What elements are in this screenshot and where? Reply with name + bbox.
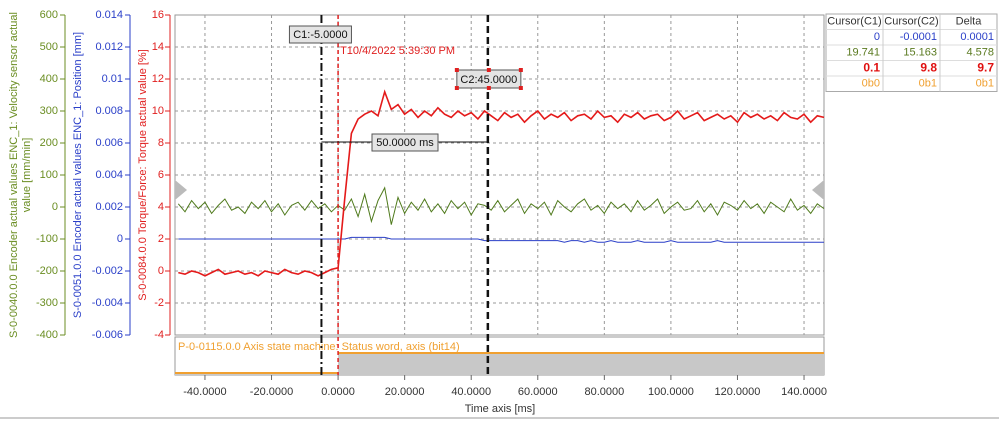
series-line [178,236,824,243]
digital-fill [338,353,824,375]
table-cell: 9.7 [977,60,994,74]
y-tick-label: -300 [36,297,58,309]
y-tick-label: -200 [36,265,58,277]
y-axis-label: S-0-0084.0.0 Torque/Force: Torque actual… [137,49,149,301]
y-tick-label: -2 [154,297,164,309]
cursor-handle [486,86,491,90]
y-tick-label: 0.006 [95,137,123,149]
cursor-label: C1:-5.0000 [293,29,347,41]
y-tick-label: 14 [152,41,164,53]
table-header: Delta [956,16,983,28]
y-tick-label: 0.01 [102,73,123,85]
x-tick-label: 120.0000 [715,386,761,398]
y-tick-label: 6 [158,169,164,181]
scroll-marker [175,180,187,200]
y-tick-label: 0 [158,265,164,277]
cursor-label: C2:45.0000 [460,74,517,86]
cursor-handle [518,68,523,72]
x-tick-label: 140.0000 [781,386,827,398]
table-frame [825,13,998,92]
table-header: Cursor(C2) [884,16,938,28]
y-tick-label: 12 [152,73,164,85]
trigger-label: T10/4/2022 5:39:30 PM [340,45,455,57]
y-tick-label: -0.004 [92,297,123,309]
y-tick-label: 16 [152,9,164,21]
x-axis-label: Time axis [ms] [465,403,536,415]
y-tick-label: 8 [158,137,164,149]
table-cell: 0.1 [863,60,880,74]
x-tick-label: 0.0000 [321,386,355,398]
series-line [177,186,825,225]
y-tick-label: 2 [158,233,164,245]
y-tick-label: 0.014 [95,9,123,21]
x-tick-label: -20.0000 [250,386,293,398]
table-cell: 15.163 [903,47,937,59]
y-tick-label: -400 [36,329,58,341]
y-tick-label: 300 [40,105,58,117]
y-tick-label: -0.006 [92,329,123,341]
table-cell: 0b1 [919,78,937,90]
table-cell: -0.0001 [900,31,937,43]
table-cell: 19.741 [846,47,880,59]
table-cell: 0b1 [976,78,994,90]
y-tick-label: 0.004 [95,169,123,181]
y-tick-label: -4 [154,329,164,341]
y-tick-label: 400 [40,73,58,85]
y-tick-label: 500 [40,41,58,53]
y-axis-label: value [mm/min] [21,138,33,213]
y-axis-label: S-0-0040.0.0 Encoder actual values ENC_1… [8,12,20,338]
delta-label: 50.0000 ms [376,137,434,149]
series-line [178,89,825,277]
y-tick-label: 0.008 [95,105,123,117]
y-tick-label: 100 [40,169,58,181]
table-cell: 4.578 [966,47,994,59]
digital-label: P-0-0115.0.0 Axis state machine: Status … [178,341,460,353]
table-cell: 0 [874,31,880,43]
y-tick-label: 0 [117,233,123,245]
y-tick-label: 0 [52,201,58,213]
table-cell: 9.8 [920,60,937,74]
delta-box [371,133,439,152]
y-tick-label: 600 [40,9,58,21]
x-tick-label: -40.0000 [183,386,226,398]
y-tick-label: 200 [40,137,58,149]
x-tick-label: 80.0000 [584,386,624,398]
cursor-handle [454,68,459,72]
table-cell: 0.0001 [960,31,994,43]
y-tick-label: -0.002 [92,265,123,277]
y-tick-label: -100 [36,233,58,245]
x-tick-label: 60.0000 [518,386,558,398]
y-axis-label: S-0-0051.0.0 Encoder actual values ENC_1… [72,32,84,318]
x-tick-label: 40.0000 [451,386,491,398]
cursor-label-box [288,25,352,44]
cursor-handle [518,86,523,90]
y-tick-label: 10 [152,105,164,117]
table-cell: 0b0 [862,78,880,90]
cursor-handle [486,68,491,72]
cursor-handle [454,86,459,90]
y-tick-label: 0.012 [95,41,123,53]
x-tick-label: 100.0000 [648,386,694,398]
y-tick-label: 4 [158,201,164,213]
y-tick-label: 0.002 [95,201,123,213]
x-tick-label: 20.0000 [385,386,425,398]
table-header: Cursor(C1) [827,16,881,28]
scroll-marker [812,180,824,200]
